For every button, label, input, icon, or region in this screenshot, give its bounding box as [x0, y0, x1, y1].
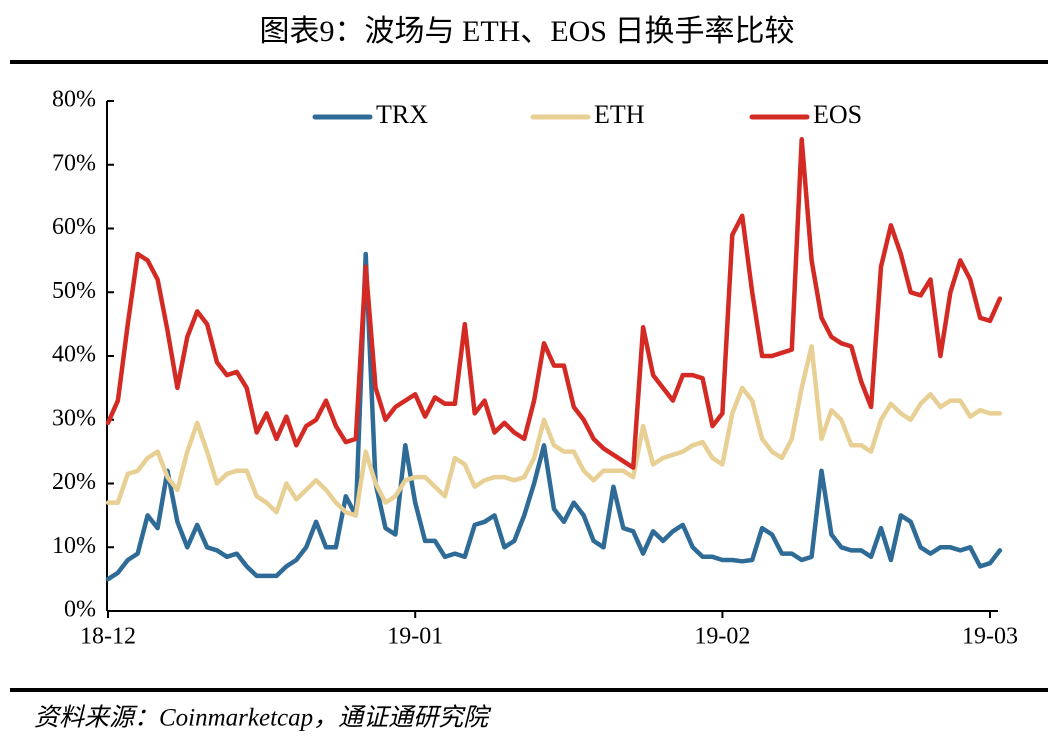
legend-label: ETH	[594, 100, 645, 129]
y-tick-label: 60%	[52, 214, 96, 240]
series-line	[105, 137, 1003, 470]
x-tick-label: 19-03	[962, 624, 1018, 650]
y-tick-label: 10%	[52, 533, 96, 559]
source: 资料来源：Coinmarketcap，通证通研究院	[34, 704, 492, 732]
x-tick-label: 19-02	[694, 624, 750, 650]
y-tick-label: 40%	[52, 342, 96, 368]
legend-label: TRX	[376, 100, 428, 129]
chart-title: 图表9：波场与 ETH、EOS 日换手率比较	[260, 15, 795, 48]
x-tick-label: 19-01	[387, 624, 443, 650]
legend-label: EOS	[813, 100, 862, 129]
y-tick-label: 20%	[52, 469, 96, 495]
y-tick-label: 80%	[52, 87, 96, 113]
y-tick-label: 70%	[52, 150, 96, 176]
y-tick-label: 50%	[52, 278, 96, 304]
series-line	[105, 251, 1003, 582]
series-line	[105, 344, 1003, 518]
y-tick-label: 30%	[52, 405, 96, 431]
y-tick-label: 0%	[64, 597, 96, 623]
x-tick-label: 18-12	[80, 624, 136, 650]
